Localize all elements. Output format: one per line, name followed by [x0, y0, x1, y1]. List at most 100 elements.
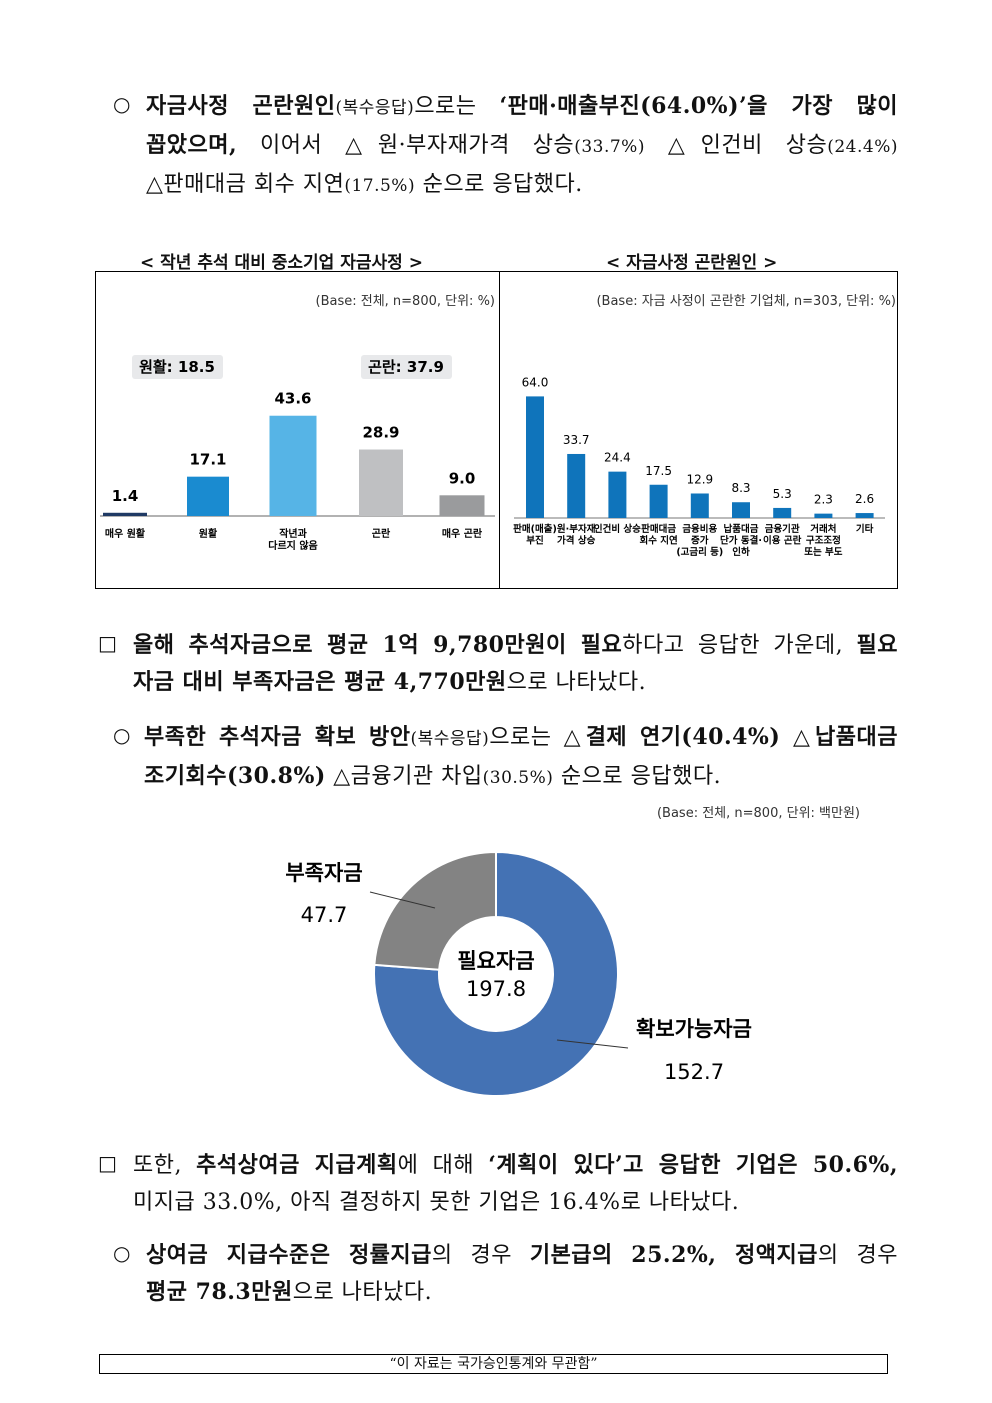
text-run: 미지급 33.0%, 아직 결정하지 못한 기업은 16.4%로 나타났다.: [133, 1190, 740, 1215]
text-run: 의 경우: [431, 1243, 530, 1268]
data-label: 28.9: [362, 424, 399, 442]
data-label: 5.3: [773, 487, 792, 501]
donut-center-label: 필요자금: [457, 949, 534, 973]
text-run: 기본급의 25.2%, 정액지급: [529, 1242, 818, 1268]
category-label: 이용 곤란: [763, 534, 802, 546]
data-label: 1.4: [112, 487, 139, 505]
category-label: 다르지 않음: [268, 539, 317, 552]
text-run: 평균 78.3만원: [146, 1279, 293, 1305]
donut-slice: [373, 850, 619, 1097]
paragraph-line: 또한, 추석상여금 지급계획에 대해 ‘계획이 있다’고 응답한 기업은 50.…: [133, 1147, 898, 1184]
group-annotation-box: [361, 355, 452, 379]
paragraph: 올해 추석자금으로 평균 1억 9,780만원이 필요하다고 응답한 가운데, …: [133, 627, 898, 701]
slice-label: 부족자금: [285, 861, 362, 885]
paragraph-line: 부족한 추석자금 확보 방안(복수응답)으로는 △결제 연기(40.4%) △납…: [144, 719, 898, 758]
paragraph: 자금사정 곤란원인(복수응답)으로는 ‘판매·매출부진(64.0%)’을 가장 …: [146, 88, 898, 205]
paragraph-line: 상여금 지급수준은 정률지급의 경우 기본급의 25.2%, 정액지급의 경우: [146, 1237, 898, 1274]
category-label: 가격 상승: [557, 534, 596, 546]
paragraph-line: 꼽았으며, 이어서 △원·부자재가격 상승(33.7%) △인건비 상승(24.…: [146, 127, 898, 166]
text-run: 상여금 지급수준은 정률지급: [146, 1242, 432, 1268]
chart2-svg: 64.0 판매(매출)부진 33.7 원·부자재가격 상승 24.4 인건비 상승 17.5…: [513, 375, 885, 558]
category-label: (고금리 등): [676, 546, 723, 558]
text-run: (복수응답): [410, 729, 490, 749]
text-run: 순으로 응답했다.: [415, 172, 583, 197]
slice-value: 152.7: [664, 1060, 724, 1084]
paragraph-line: 미지급 33.0%, 아직 결정하지 못한 기업은 16.4%로 나타났다.: [133, 1184, 898, 1221]
bullet-marker: ○: [113, 723, 131, 747]
text-run: (24.4%): [827, 137, 898, 157]
data-label: 33.7: [563, 433, 590, 447]
paragraph-line: △판매대금 회수 지연(17.5%) 순으로 응답했다.: [146, 166, 898, 205]
bar: [359, 449, 403, 516]
text-run: 이어서 △원·부자재가격 상승: [237, 133, 575, 158]
paragraph-line: 자금 대비 부족자금은 평균 4,770만원으로 나타났다.: [133, 664, 898, 701]
data-label: 2.6: [855, 492, 874, 506]
data-label: 43.6: [274, 390, 311, 408]
paragraph-line: 자금사정 곤란원인(복수응답)으로는 ‘판매·매출부진(64.0%)’을 가장 …: [146, 88, 898, 127]
paragraph-line: 평균 78.3만원으로 나타났다.: [146, 1274, 898, 1311]
text-run: 하다고 응답한 가운데,: [622, 633, 857, 658]
text-run: 조기회수(30.8%): [144, 763, 326, 789]
chart2-title: < 자금사정 곤란원인 >: [606, 253, 778, 273]
text-run: 부족한 추석자금 확보 방안: [144, 724, 411, 750]
data-label: 2.3: [814, 493, 833, 507]
text-run: 으로 나타났다.: [292, 1280, 433, 1305]
bar: [814, 513, 833, 518]
category-label: 매우 원활: [105, 527, 146, 540]
text-run: 또한,: [133, 1153, 197, 1178]
leader-line: [556, 1039, 629, 1049]
data-label: 24.4: [604, 451, 631, 465]
category-label: 부진: [526, 534, 543, 546]
group-annotation: 원활: 18.5: [139, 358, 215, 376]
leader-line: [369, 891, 436, 909]
category-label: 원·부자재: [557, 523, 596, 535]
paragraph-line: 조기회수(30.8%) △금융기관 차입(30.5%) 순으로 응답했다.: [144, 758, 898, 797]
text-run: 올해 추석자금으로 평균 1억 9,780만원이 필요: [133, 632, 623, 658]
text-run: (30.5%): [482, 768, 554, 788]
data-label: 12.9: [686, 472, 713, 486]
group-annotation-box: [132, 355, 223, 379]
footer-disclaimer: “이 자료는 국가승인통계와 무관함”: [99, 1354, 888, 1374]
category-label: 또는 부도: [804, 546, 843, 558]
category-label: 곤란: [372, 528, 391, 540]
data-label: 17.1: [189, 451, 226, 469]
category-label: 증가: [691, 534, 709, 546]
bar: [269, 415, 317, 516]
bullet-marker: □: [98, 1151, 117, 1175]
text-run: 으로는: [414, 94, 500, 119]
data-label: 64.0: [522, 375, 549, 389]
category-label: 금융기관: [765, 523, 800, 535]
text-run: ‘계획이 있다’고 응답한 기업은 50.6%,: [488, 1152, 898, 1178]
text-run: 자금사정 곤란원인: [146, 93, 336, 119]
bullet-marker: ○: [113, 92, 131, 116]
text-run: 의 경우: [817, 1243, 898, 1268]
text-run: ‘판매·매출부진(64.0%)’을 가장 많이: [499, 93, 898, 119]
category-label: 판매대금: [641, 523, 676, 535]
bar: [608, 471, 627, 518]
text-run: (17.5%): [344, 176, 416, 196]
chart-frame: [95, 271, 898, 589]
paragraph: 부족한 추석자금 확보 방안(복수응답)으로는 △결제 연기(40.4%) △납…: [144, 719, 898, 797]
bar: [855, 513, 874, 518]
chart1-note: (Base: 전체, n=800, 단위: %): [315, 294, 496, 309]
slice-value: 47.7: [301, 903, 348, 927]
category-label: 단가 동결·: [720, 534, 762, 546]
data-label: 9.0: [449, 469, 476, 487]
text-run: △인건비 상승: [644, 133, 828, 158]
text-run: 자금 대비 부족자금은 평균 4,770만원: [133, 669, 507, 695]
bar: [526, 396, 544, 518]
bar: [439, 495, 485, 516]
donut-center-value: 197.8: [466, 977, 526, 1001]
donut-chart: 필요자금 197.8 확보가능자금 152.7 부족자금 47.7: [285, 850, 752, 1097]
category-label: 금융비용: [682, 523, 717, 535]
category-label: 구조조정: [806, 534, 841, 546]
text-run: 꼽았으며,: [146, 132, 238, 158]
data-label: 8.3: [731, 481, 750, 495]
category-label: 판매(매출): [513, 523, 557, 535]
text-run: (33.7%): [574, 137, 645, 157]
chart-divider: [499, 271, 500, 589]
text-run: 필요: [856, 632, 898, 658]
paragraph-line: 올해 추석자금으로 평균 1억 9,780만원이 필요하다고 응답한 가운데, …: [133, 627, 898, 664]
bar: [773, 507, 792, 518]
